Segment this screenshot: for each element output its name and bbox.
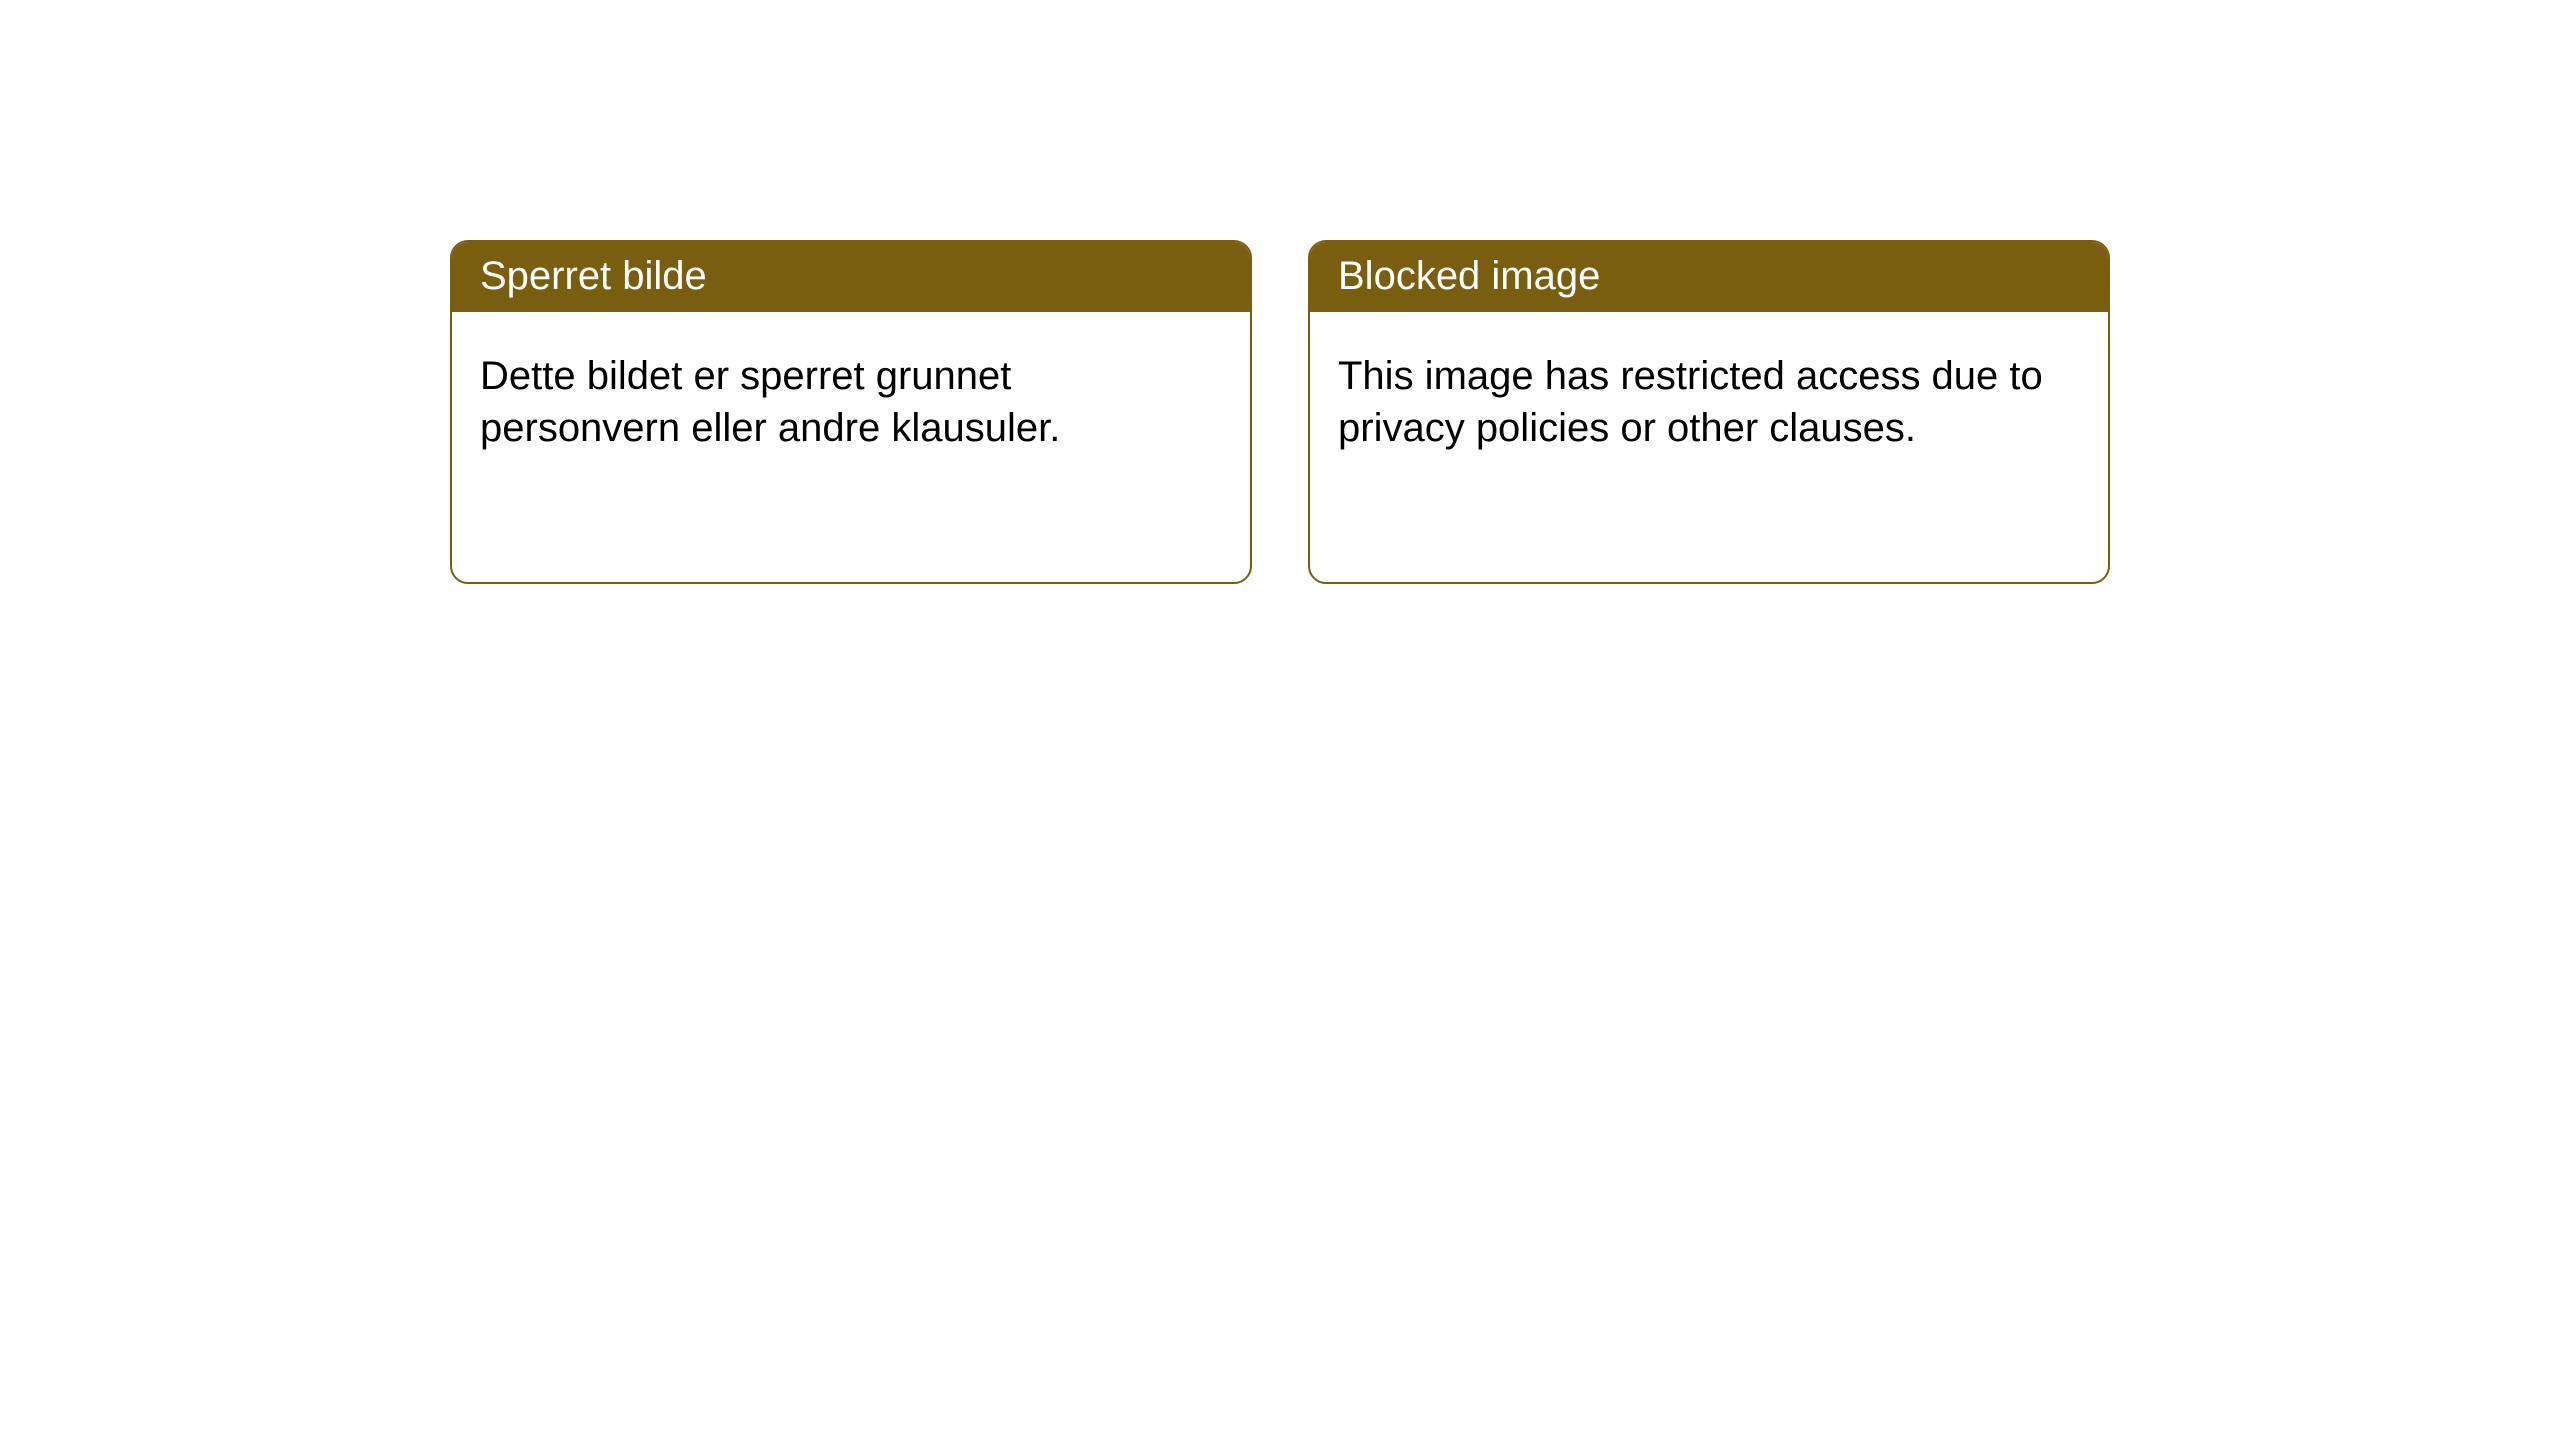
notice-card-en: Blocked image This image has restricted … (1308, 240, 2110, 584)
notice-card-no-body-text: Dette bildet er sperret grunnet personve… (480, 354, 1060, 450)
notice-cards-row: Sperret bilde Dette bildet er sperret gr… (450, 240, 2110, 584)
notice-card-no-title: Sperret bilde (480, 254, 707, 298)
notice-card-en-body: This image has restricted access due to … (1310, 312, 2108, 582)
notice-card-no-body: Dette bildet er sperret grunnet personve… (452, 312, 1250, 582)
notice-card-no: Sperret bilde Dette bildet er sperret gr… (450, 240, 1252, 584)
notice-card-en-title: Blocked image (1338, 254, 1600, 298)
notice-card-en-body-text: This image has restricted access due to … (1338, 354, 2043, 450)
notice-card-en-header: Blocked image (1310, 242, 2108, 312)
notice-card-no-header: Sperret bilde (452, 242, 1250, 312)
